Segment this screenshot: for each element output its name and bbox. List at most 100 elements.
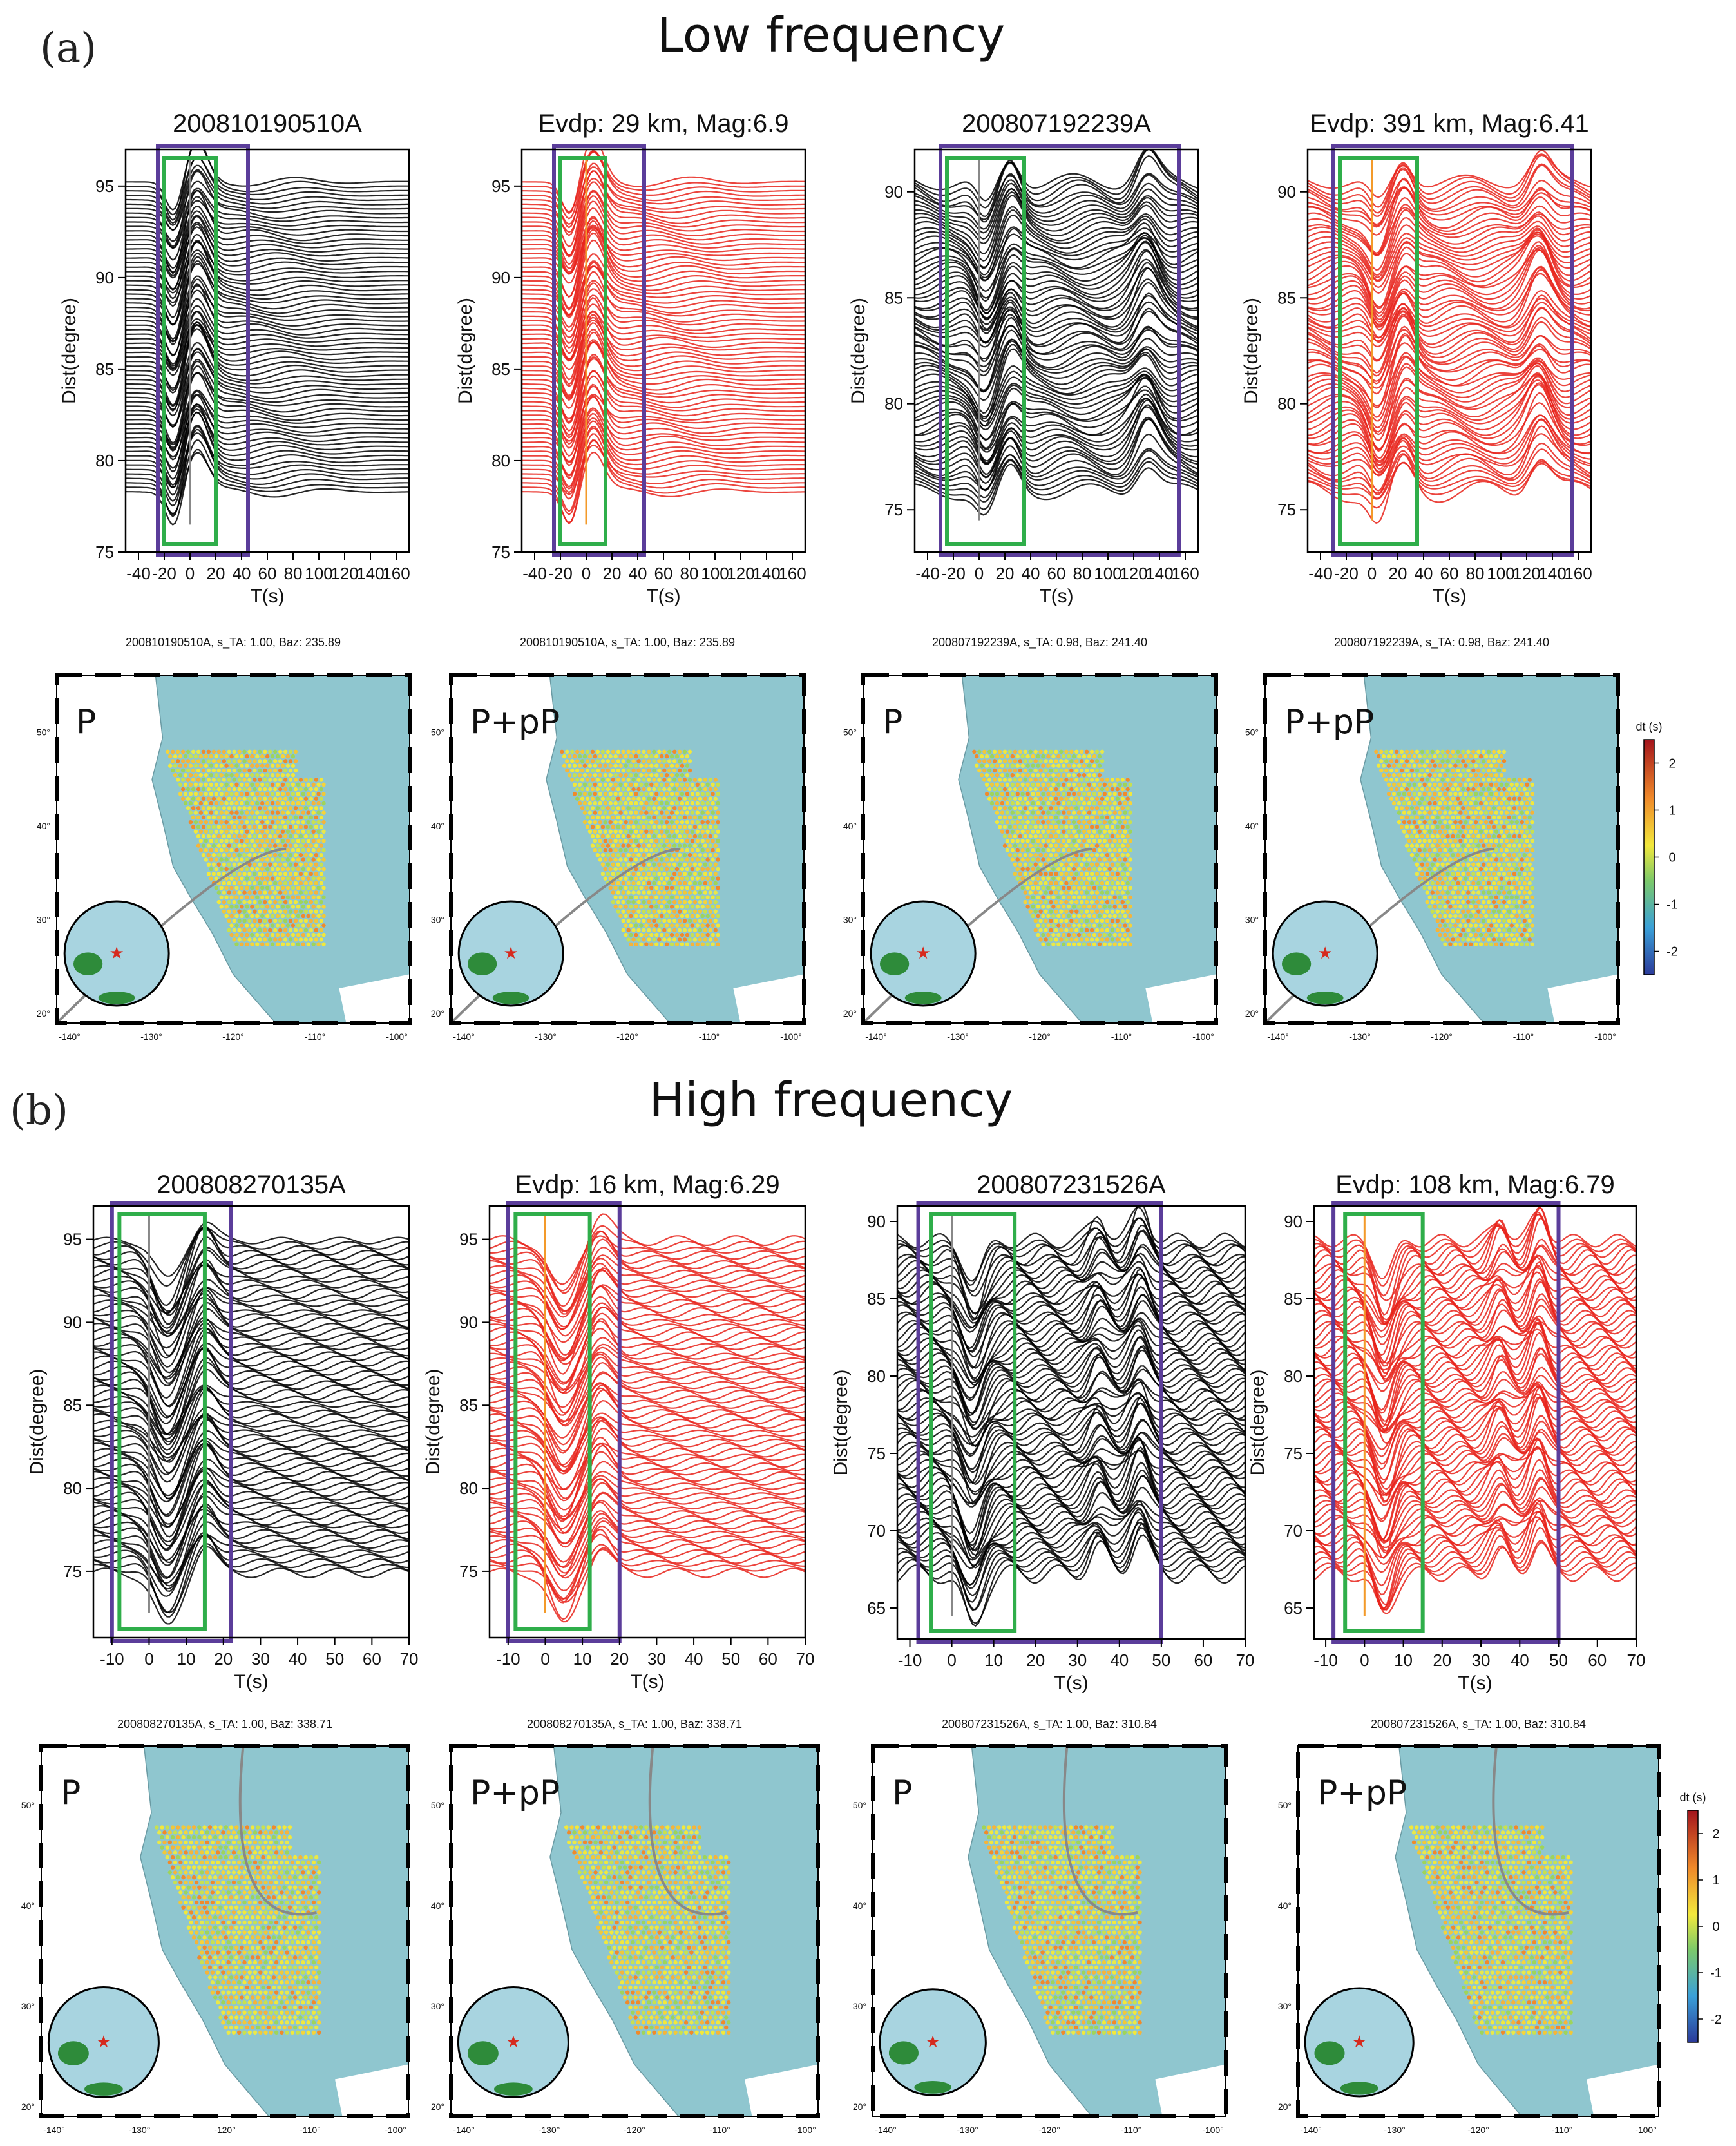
trace xyxy=(126,210,409,273)
x-tick-label: -10 xyxy=(1313,1651,1338,1670)
trace xyxy=(490,1528,805,1620)
waveform-panel-b-2: Evdp: 16 km, Mag:6.29 -10 0 10 20 30 40 50 60 70 7… xyxy=(423,1171,814,1692)
trace xyxy=(1308,164,1591,227)
y-tick-label: 95 xyxy=(491,177,510,196)
trace xyxy=(915,311,1198,360)
trace xyxy=(1308,307,1591,362)
y-tick-label: 90 xyxy=(867,1212,886,1231)
land-region xyxy=(549,1746,818,2116)
x-tick-label: -110° xyxy=(699,1031,720,1042)
trace xyxy=(522,150,805,229)
x-tick-label: -100° xyxy=(385,2125,406,2135)
trace xyxy=(1314,1347,1636,1422)
y-tick-label: 70 xyxy=(1284,1521,1302,1540)
x-tick-label: 20 xyxy=(1433,1651,1451,1670)
trace xyxy=(897,1318,1245,1399)
y-tick-label: 90 xyxy=(491,268,510,287)
trace xyxy=(126,321,409,376)
trace xyxy=(126,278,409,357)
trace xyxy=(522,288,805,349)
x-tick-label: -140° xyxy=(59,1031,81,1042)
station-markers xyxy=(166,749,326,946)
trace xyxy=(1308,315,1591,385)
trace xyxy=(1308,289,1591,339)
trace xyxy=(93,1227,409,1287)
x-tick-label: 120 xyxy=(330,564,358,583)
trace xyxy=(126,215,409,291)
trace xyxy=(490,1475,805,1529)
trace xyxy=(490,1213,805,1294)
trace xyxy=(522,354,805,432)
trace xyxy=(1308,356,1591,428)
trace xyxy=(93,1332,409,1417)
trace xyxy=(1308,448,1591,499)
inset-globe xyxy=(1304,1987,1415,2098)
trace xyxy=(915,226,1198,279)
trace xyxy=(93,1346,409,1446)
y-tick-label: 30° xyxy=(853,2001,866,2011)
phase-label: P xyxy=(882,703,902,742)
x-tick-label: -120° xyxy=(616,1031,638,1042)
trace xyxy=(1308,414,1591,466)
trace xyxy=(1314,1375,1636,1434)
event-star-icon: ★ xyxy=(1318,943,1333,963)
trace xyxy=(490,1258,805,1330)
x-tick-label: 0 xyxy=(1368,564,1377,583)
trace xyxy=(522,239,805,319)
trace xyxy=(126,405,409,486)
trace xyxy=(897,1261,1245,1329)
y-tick-label: 50° xyxy=(37,727,50,738)
trace xyxy=(897,1254,1245,1350)
trace xyxy=(490,1247,805,1312)
trace xyxy=(93,1414,409,1476)
y-tick-label: 75 xyxy=(63,1562,82,1581)
trace xyxy=(522,375,805,449)
x-tick-label: 20 xyxy=(610,1649,629,1669)
trace xyxy=(1314,1428,1636,1497)
trace xyxy=(897,1517,1245,1611)
trace xyxy=(490,1501,805,1577)
trace xyxy=(915,338,1198,393)
trace xyxy=(522,425,805,493)
plot-frame xyxy=(488,1205,806,1639)
trace xyxy=(126,256,409,340)
trace xyxy=(915,385,1198,450)
x-tick-label: 60 xyxy=(759,1649,777,1669)
trace xyxy=(126,324,409,412)
trace xyxy=(915,375,1198,441)
phase-label: P+pP xyxy=(1284,703,1374,742)
trace xyxy=(1314,1437,1636,1523)
trace xyxy=(126,411,409,497)
event-star-icon: ★ xyxy=(1352,2032,1367,2051)
y-tick-label: 85 xyxy=(867,1289,886,1308)
trace xyxy=(522,383,805,466)
wide-window-box xyxy=(916,1201,1163,1644)
x-tick-label: 50 xyxy=(325,1649,344,1669)
trace xyxy=(1308,433,1591,476)
y-tick-label: 95 xyxy=(63,1230,82,1249)
trace xyxy=(522,314,805,397)
y-tick-label: 40° xyxy=(1278,1901,1292,1911)
maps: 200810190510A, s_TA: 1.00, Baz: 235.89 ★ P… xyxy=(21,636,1722,2135)
y-tick-label: 30° xyxy=(843,915,857,925)
trace xyxy=(1308,209,1591,276)
waveform-panel-b-4: Evdp: 108 km, Mag:6.79 -10 0 10 20 30 40 50 60 70… xyxy=(1247,1171,1645,1694)
trace xyxy=(126,448,409,526)
trace xyxy=(1308,332,1591,409)
trace xyxy=(490,1442,805,1518)
trace xyxy=(126,426,409,517)
trace xyxy=(1308,352,1591,422)
trace xyxy=(126,321,409,407)
x-tick-label: -20 xyxy=(152,564,176,583)
trace xyxy=(93,1406,409,1459)
trace xyxy=(490,1478,805,1545)
trace xyxy=(897,1461,1245,1551)
trace xyxy=(93,1388,409,1474)
y-tick-label: 80 xyxy=(1277,394,1296,414)
trace xyxy=(93,1419,409,1500)
trace xyxy=(1314,1477,1636,1543)
phase-label: P xyxy=(61,1774,81,1812)
x-tick-label: 30 xyxy=(251,1649,270,1669)
trace xyxy=(126,439,409,516)
trace xyxy=(1308,227,1591,310)
